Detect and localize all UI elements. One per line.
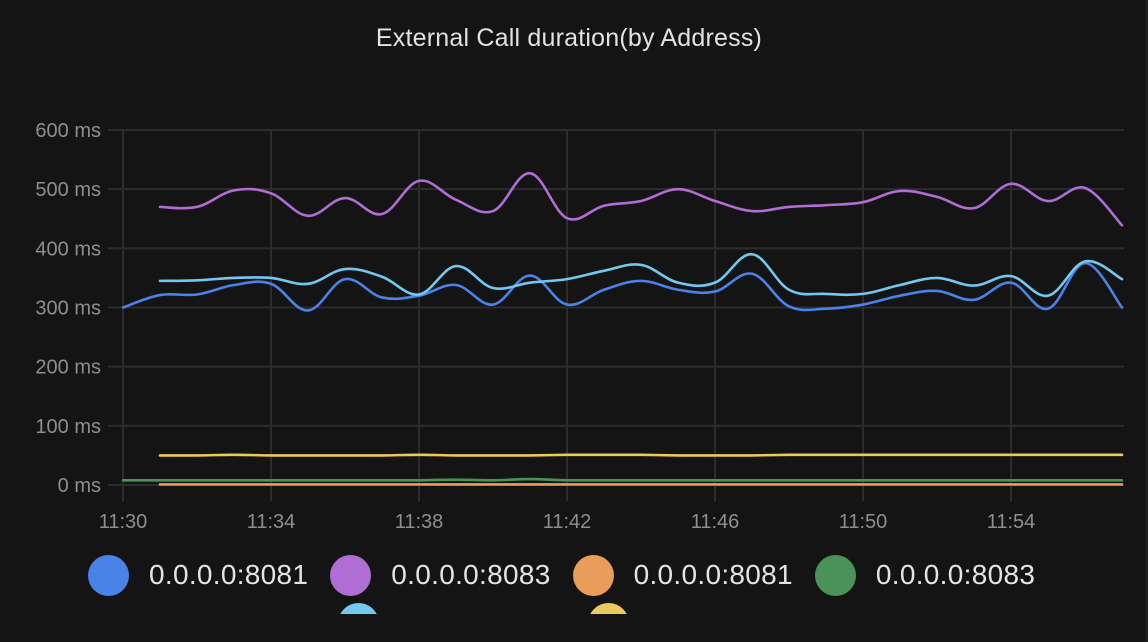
legend-item-8083-purple[interactable]: 0.0.0.0:8083 <box>330 554 550 596</box>
legend-item-lightblue[interactable] <box>338 602 399 614</box>
legend-label: 0.0.0.0:8083 <box>875 559 1036 590</box>
chart-grid <box>108 129 1124 501</box>
x-tick-label: 11:42 <box>543 511 592 533</box>
series-line[interactable] <box>121 477 1124 482</box>
x-tick-label: 11:38 <box>395 511 444 533</box>
legend-area: 0.0.0.0:8081 0.0.0.0:8083 0.0.0.0:8081 0… <box>0 540 1148 614</box>
legend-label: 0.0.0.0:8081 <box>149 559 309 590</box>
panel-title: External Call duration(by Address) <box>375 24 763 52</box>
series-dot-icon <box>814 554 856 596</box>
legend-label: 0.0.0.0:8083 <box>391 559 551 590</box>
y-tick-label: 600 ms <box>35 120 101 142</box>
y-tick-label: 500 ms <box>35 179 101 201</box>
y-tick-label: 200 ms <box>35 357 101 379</box>
series-dot-icon <box>88 554 129 596</box>
legend-item-yellow[interactable] <box>588 602 649 614</box>
y-tick-label: 300 ms <box>35 298 101 320</box>
legend-item-8081-orange[interactable]: 0.0.0.0:8081 <box>572 554 793 596</box>
y-axis: 0 ms 100 ms 200 ms 300 ms 400 ms 500 ms 600 ms <box>35 120 101 497</box>
legend-label: 0.0.0.0:8081 <box>633 559 793 590</box>
series-dot-icon <box>338 602 379 614</box>
legend-item-8083-green[interactable]: 0.0.0.0:8083 <box>814 554 1036 596</box>
series-line[interactable] <box>158 453 1124 457</box>
x-tick-label: 11:46 <box>691 511 740 533</box>
x-tick-label: 11:34 <box>247 511 296 533</box>
series-line[interactable] <box>158 252 1124 297</box>
series-line[interactable] <box>158 171 1124 227</box>
line-chart[interactable]: 0 ms 100 ms 200 ms 300 ms 400 ms 500 ms 600 ms… <box>0 0 1148 540</box>
y-tick-label: 100 ms <box>35 416 101 438</box>
legend-item-8081-blue[interactable]: 0.0.0.0:8081 <box>88 554 308 596</box>
series-dot-icon <box>572 554 614 596</box>
series-dot-icon <box>330 554 372 596</box>
x-axis: 11:30 11:34 11:38 11:42 11:46 11:50 11:54 <box>99 511 1036 533</box>
chart-legend: 0.0.0.0:8081 0.0.0.0:8083 0.0.0.0:8081 0… <box>88 554 1088 614</box>
series-lines <box>121 171 1124 486</box>
x-tick-label: 11:50 <box>839 511 888 533</box>
series-dot-icon <box>588 602 629 614</box>
x-tick-label: 11:54 <box>987 511 1036 533</box>
x-tick-label: 11:30 <box>99 511 148 533</box>
panel-border <box>1145 0 1148 642</box>
y-tick-label: 400 ms <box>35 238 101 260</box>
series-line[interactable] <box>121 261 1124 312</box>
y-tick-label: 0 ms <box>58 475 101 497</box>
